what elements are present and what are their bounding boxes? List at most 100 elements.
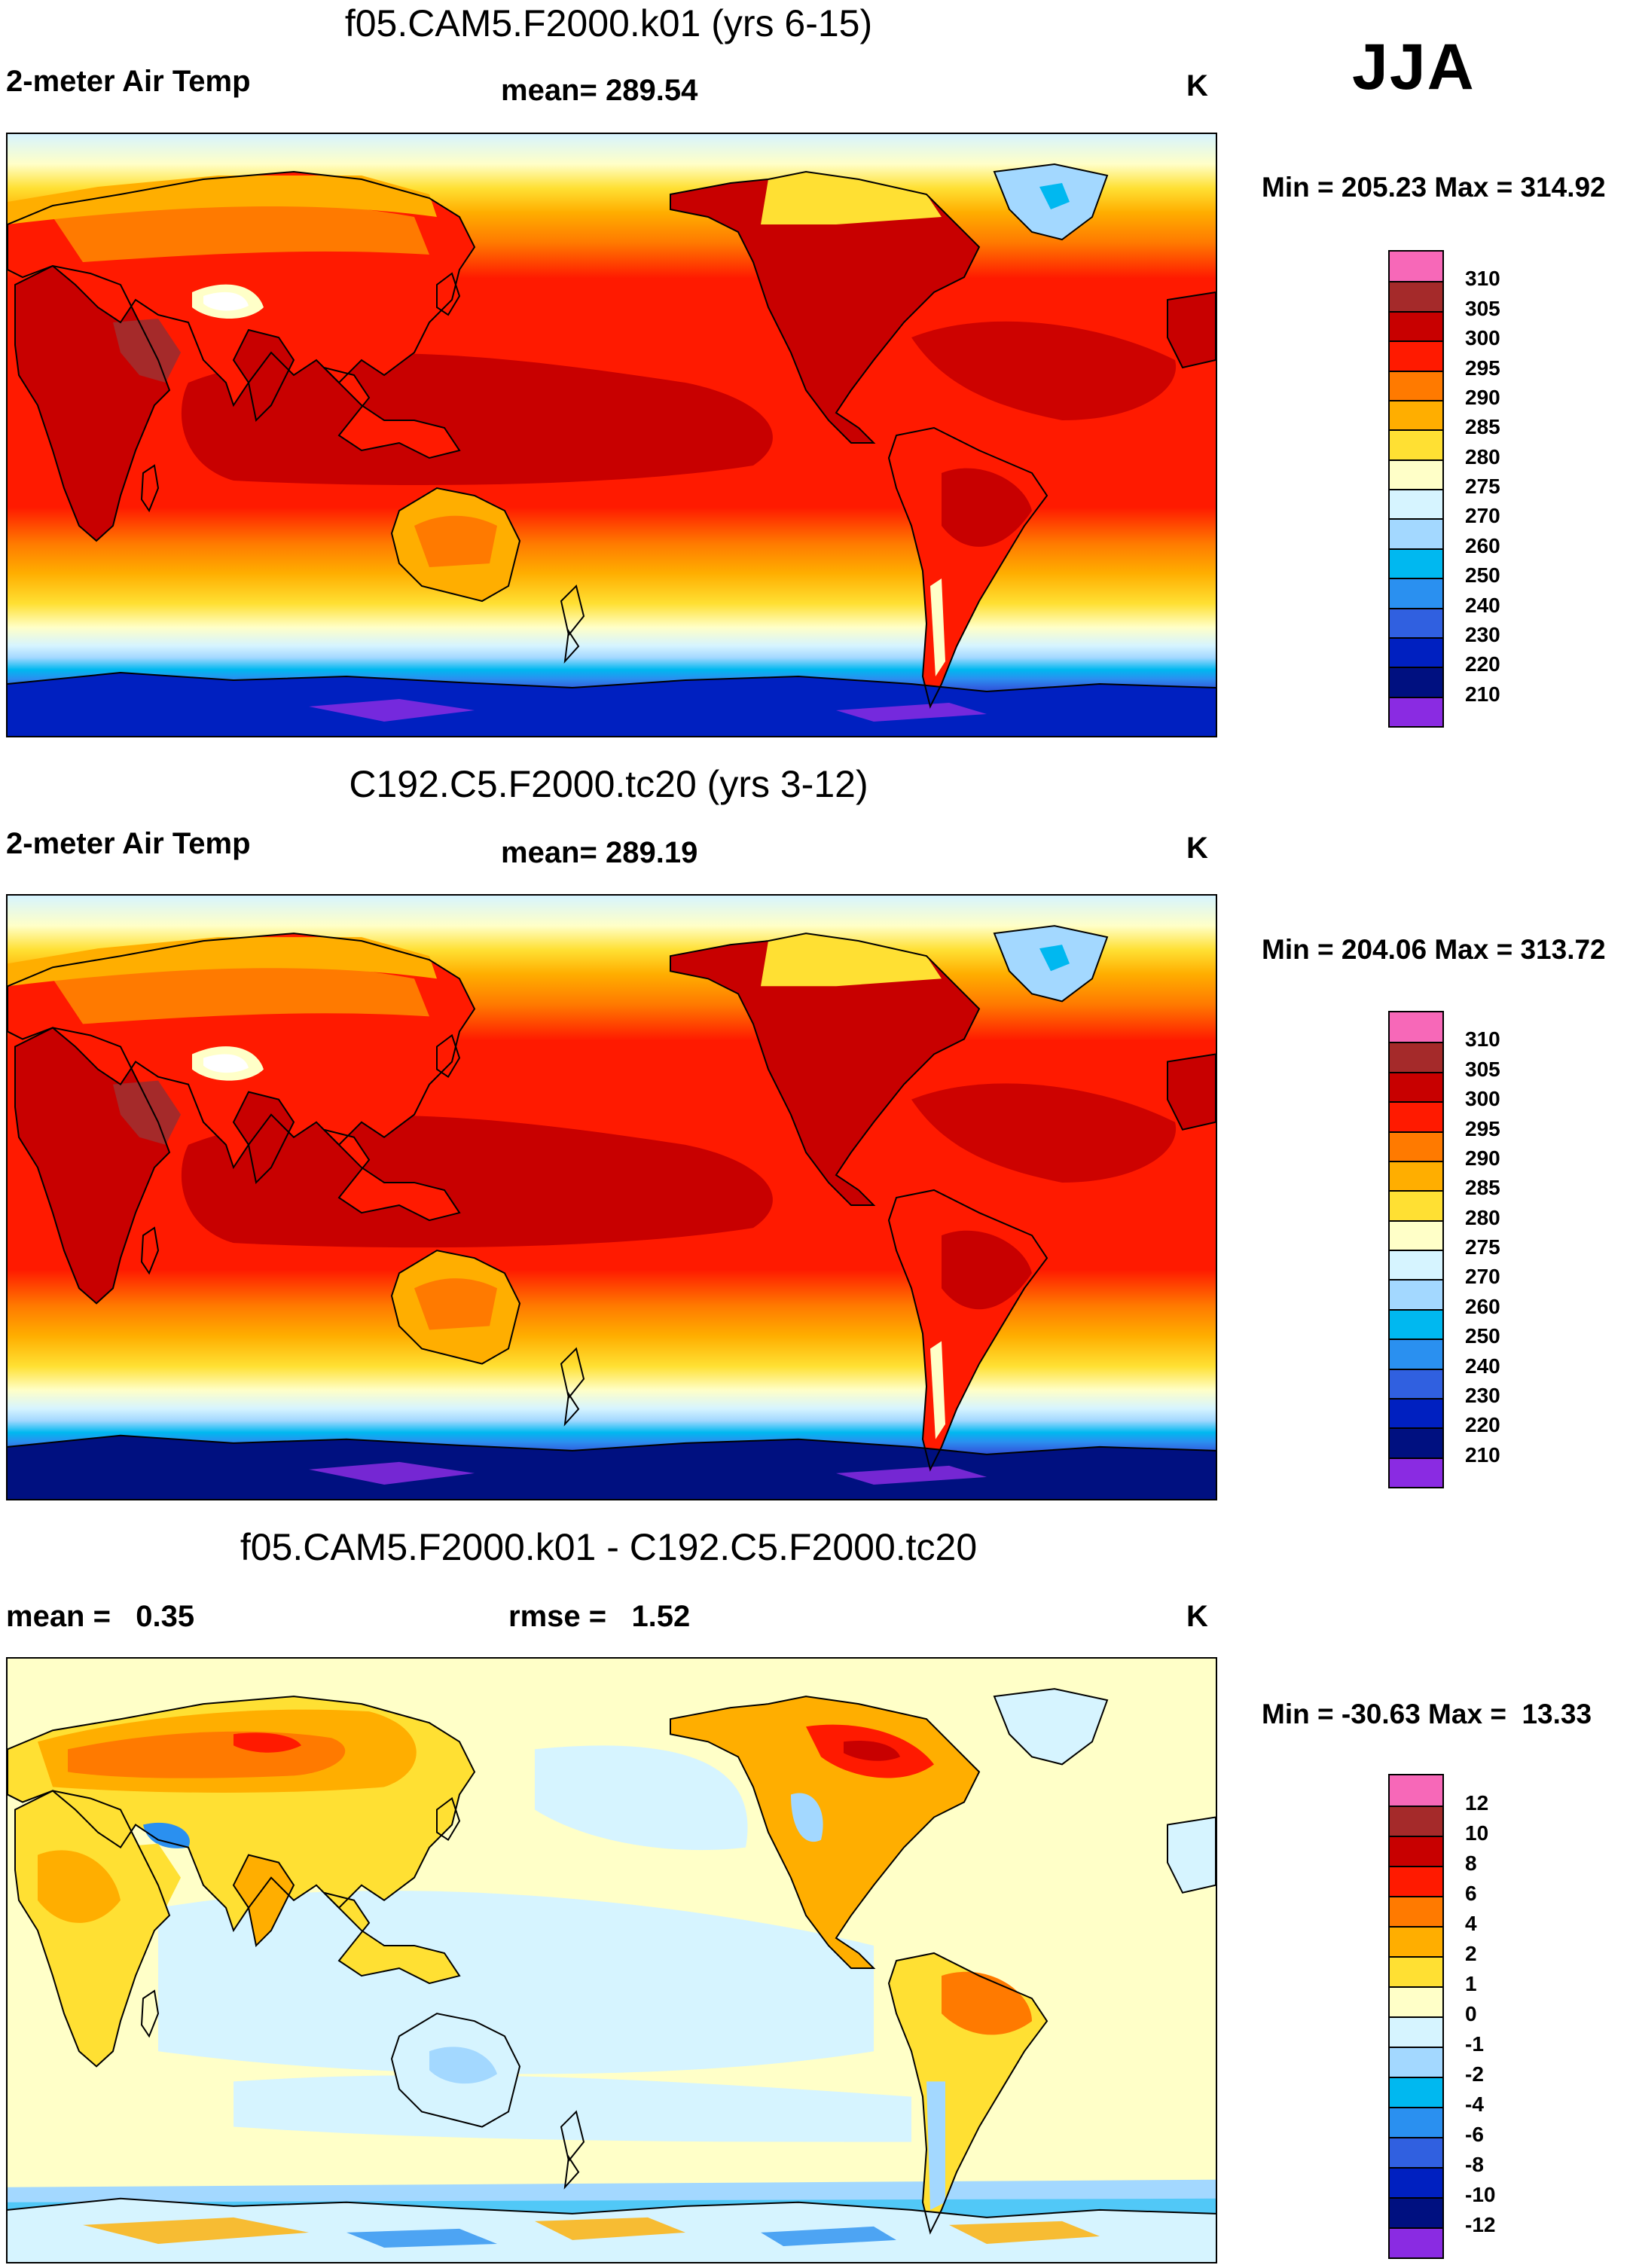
colorbar-tick-label: 260 <box>1465 1294 1500 1318</box>
colorbar-swatch <box>1390 1279 1442 1309</box>
colorbar-tick-label: 260 <box>1465 533 1500 557</box>
colorbar-swatch <box>1390 399 1442 430</box>
colorbar-swatch <box>1390 1219 1442 1250</box>
colorbar-tick-label: 8 <box>1465 1851 1477 1875</box>
colorbar-swatch <box>1390 1866 1442 1896</box>
panel-1-minmax: Min = 205.23 Max = 314.92 <box>1262 172 1606 203</box>
colorbar-tick-label: 290 <box>1465 385 1500 409</box>
colorbar-swatch <box>1390 1131 1442 1161</box>
colorbar-tick-label: -8 <box>1465 2153 1484 2176</box>
panel-2-map-field <box>8 896 1216 1499</box>
colorbar-tick-label: 285 <box>1465 415 1500 439</box>
colorbar-tick-label: 4 <box>1465 1912 1477 1935</box>
colorbar-swatch <box>1390 1836 1442 1866</box>
panel-3-rmse-label: rmse = 1.52 <box>508 1600 691 1633</box>
panel-2-map <box>6 894 1217 1500</box>
colorbar-tick-label: -1 <box>1465 2032 1484 2056</box>
colorbar-tick-label: 220 <box>1465 1413 1500 1437</box>
panel-3-map-field <box>8 1659 1216 2262</box>
panel-2-variable-label: 2-meter Air Temp <box>6 827 251 860</box>
colorbar-tick-label: 290 <box>1465 1146 1500 1170</box>
colorbar-tick-label: 300 <box>1465 326 1500 350</box>
panel-1-unit-label: K <box>1186 69 1208 102</box>
colorbar-tick-label: 310 <box>1465 1027 1500 1052</box>
colorbar-swatch <box>1390 1457 1442 1487</box>
panel-3-minmax: Min = -30.63 Max = 13.33 <box>1262 1699 1592 1729</box>
colorbar-swatch <box>1390 578 1442 608</box>
colorbar-swatch <box>1390 252 1442 282</box>
panel-2-mean-label: mean= 289.19 <box>501 836 698 869</box>
colorbar-tick-label: 310 <box>1465 267 1500 291</box>
colorbar-tick-label: -10 <box>1465 2183 1496 2206</box>
panel-3-map <box>6 1657 1217 2263</box>
colorbar-swatch <box>1390 2107 1442 2137</box>
colorbar-swatch <box>1390 459 1442 489</box>
colorbar-swatch <box>1390 667 1442 697</box>
colorbar-swatch <box>1390 1339 1442 1369</box>
colorbar-swatch <box>1390 489 1442 519</box>
colorbar-tick-label: 220 <box>1465 652 1500 676</box>
colorbar-tick-label: -2 <box>1465 2062 1484 2086</box>
colorbar-tick-label: 295 <box>1465 1116 1500 1140</box>
colorbar-tick-label: 240 <box>1465 1354 1500 1378</box>
colorbar-tick-label: 210 <box>1465 1442 1500 1467</box>
colorbar-swatch <box>1390 281 1442 311</box>
panel-1-title: f05.CAM5.F2000.k01 (yrs 6-15) <box>344 2 873 44</box>
colorbar-tick-label: -12 <box>1465 2213 1496 2236</box>
colorbar-tick-label: 305 <box>1465 296 1500 320</box>
panel-2-minmax: Min = 204.06 Max = 313.72 <box>1262 934 1606 965</box>
colorbar-tick-label: 280 <box>1465 1205 1500 1229</box>
colorbar-tick-label: 6 <box>1465 1882 1477 1905</box>
panel-1-colorbar <box>1388 250 1444 728</box>
colorbar-swatch <box>1390 1160 1442 1191</box>
colorbar-swatch <box>1390 1926 1442 1956</box>
colorbar-swatch <box>1390 1071 1442 1102</box>
panel-1-mean-label: mean= 289.54 <box>501 74 698 107</box>
colorbar-swatch <box>1390 1806 1442 1836</box>
panel-2-title: C192.C5.F2000.tc20 (yrs 3-12) <box>349 763 868 805</box>
colorbar-swatch <box>1390 518 1442 548</box>
colorbar-swatch <box>1390 548 1442 578</box>
colorbar-swatch <box>1390 1956 1442 1986</box>
colorbar-tick-label: 295 <box>1465 356 1500 380</box>
colorbar-swatch <box>1390 310 1442 341</box>
colorbar-tick-label: 250 <box>1465 1324 1500 1348</box>
colorbar-tick-label: 1 <box>1465 1972 1477 1995</box>
colorbar-swatch <box>1390 429 1442 459</box>
colorbar-swatch <box>1390 1427 1442 1458</box>
colorbar-swatch <box>1390 636 1442 667</box>
colorbar-tick-label: 300 <box>1465 1087 1500 1111</box>
season-label: JJA <box>1352 31 1476 103</box>
colorbar-tick-label: 230 <box>1465 622 1500 646</box>
colorbar-tick-label: 240 <box>1465 593 1500 617</box>
colorbar-tick-label: 275 <box>1465 1235 1500 1259</box>
colorbar-swatch <box>1390 2047 1442 2077</box>
colorbar-swatch <box>1390 2197 1442 2227</box>
panel-3-unit-label: K <box>1186 1600 1208 1633</box>
colorbar-swatch <box>1390 370 1442 400</box>
colorbar-tick-label: 285 <box>1465 1176 1500 1200</box>
colorbar-tick-label: 210 <box>1465 682 1500 706</box>
panel-1-map-field <box>8 134 1216 736</box>
panel-3-colorbar <box>1388 1774 1444 2259</box>
colorbar-tick-label: -4 <box>1465 2092 1484 2116</box>
colorbar-swatch <box>1390 2167 1442 2197</box>
colorbar-swatch <box>1390 1308 1442 1339</box>
panel-1-map <box>6 133 1217 737</box>
panel-3-title: f05.CAM5.F2000.k01 - C192.C5.F2000.tc20 <box>240 1526 978 1568</box>
colorbar-tick-label: 270 <box>1465 1265 1500 1289</box>
colorbar-swatch <box>1390 340 1442 371</box>
colorbar-swatch <box>1390 1775 1442 1806</box>
colorbar-tick-label: 230 <box>1465 1383 1500 1407</box>
colorbar-swatch <box>1390 2016 1442 2047</box>
colorbar-tick-label: 2 <box>1465 1942 1477 1965</box>
colorbar-tick-label: 10 <box>1465 1821 1489 1845</box>
colorbar-tick-label: 0 <box>1465 2002 1477 2025</box>
colorbar-swatch <box>1390 2227 1442 2257</box>
colorbar-swatch <box>1390 1250 1442 1280</box>
colorbar-tick-label: 270 <box>1465 504 1500 528</box>
colorbar-swatch <box>1390 1012 1442 1042</box>
colorbar-tick-label: 280 <box>1465 444 1500 469</box>
colorbar-swatch <box>1390 1986 1442 2016</box>
colorbar-swatch <box>1390 1190 1442 1220</box>
